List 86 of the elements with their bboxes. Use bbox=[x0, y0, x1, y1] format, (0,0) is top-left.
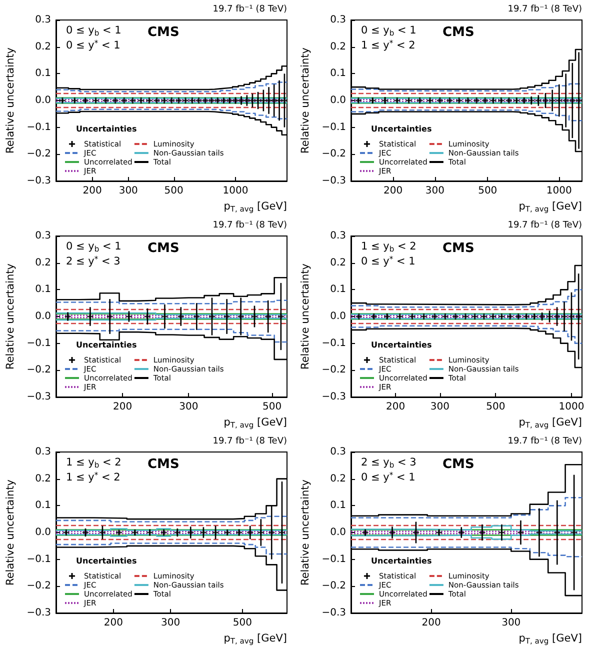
y-tick-label: 0.0 bbox=[35, 311, 51, 322]
chart-title: CMS bbox=[148, 241, 180, 256]
x-tick-label: 1000 bbox=[222, 186, 248, 196]
y-tick-label: 0.2 bbox=[35, 257, 51, 268]
legend-title: Uncertainties bbox=[371, 556, 432, 566]
chart-title: CMS bbox=[442, 457, 474, 472]
y-axis-title: Relative uncertainty bbox=[299, 480, 312, 586]
y-tick-label: −0.2 bbox=[322, 364, 346, 376]
y-tick-label: 0.1 bbox=[35, 68, 51, 80]
x-tick-label: 500 bbox=[262, 402, 282, 412]
y-tick-label: 0.0 bbox=[330, 95, 346, 106]
x-tick-label: 300 bbox=[118, 186, 138, 196]
legend-title: Uncertainties bbox=[371, 124, 432, 134]
legend-title: Uncertainties bbox=[76, 340, 137, 350]
x-tick-label: 1000 bbox=[546, 186, 572, 196]
x-tick-label: 300 bbox=[430, 402, 450, 412]
x-tick-label: 500 bbox=[486, 402, 506, 412]
y-tick-label: 0.3 bbox=[330, 230, 346, 242]
chart-subtitle: 19.7 fb⁻¹ (8 TeV) bbox=[508, 4, 582, 14]
x-tick-label: 300 bbox=[425, 186, 444, 196]
y-tick-label: 0.2 bbox=[330, 41, 346, 52]
chart-title: CMS bbox=[442, 241, 474, 256]
chart-subtitle: 19.7 fb⁻¹ (8 TeV) bbox=[212, 436, 288, 446]
chart-subtitle: 19.7 fb⁻¹ (8 TeV) bbox=[508, 436, 582, 446]
y-axis-title: Relative uncertainty bbox=[4, 264, 16, 370]
y-tick-label: −0.3 bbox=[26, 392, 51, 402]
y-tick-label: −0.1 bbox=[322, 554, 346, 565]
y-axis-title: Relative uncertainty bbox=[299, 48, 312, 154]
y-tick-label: −0.2 bbox=[322, 580, 346, 592]
y-tick-label: −0.1 bbox=[26, 338, 51, 349]
y-tick-label: 0.2 bbox=[330, 257, 346, 268]
x-tick-label: 500 bbox=[478, 186, 498, 196]
y-tick-label: 0.2 bbox=[35, 473, 51, 484]
y-tick-label: −0.2 bbox=[26, 364, 51, 376]
y-tick-label: −0.1 bbox=[26, 554, 51, 565]
y-axis-title: Relative uncertainty bbox=[4, 48, 16, 154]
y-tick-label: 0.2 bbox=[330, 473, 346, 484]
y-axis-title: Relative uncertainty bbox=[4, 480, 16, 586]
x-tick-label: 1000 bbox=[558, 402, 584, 412]
y-tick-label: 0.3 bbox=[35, 14, 51, 26]
y-tick-label: 0.0 bbox=[330, 527, 346, 538]
chart-subtitle: 19.7 fb⁻¹ (8 TeV) bbox=[508, 220, 582, 230]
y-tick-label: −0.3 bbox=[322, 176, 346, 186]
x-tick-label: 200 bbox=[82, 186, 102, 196]
y-tick-label: 0.1 bbox=[330, 284, 346, 296]
y-tick-label: 0.1 bbox=[330, 68, 346, 80]
y-tick-label: 0.3 bbox=[330, 14, 346, 26]
x-tick-label: 500 bbox=[164, 186, 184, 196]
x-tick-label: 200 bbox=[384, 186, 403, 196]
y-tick-label: −0.1 bbox=[26, 122, 51, 133]
chart-subtitle: 19.7 fb⁻¹ (8 TeV) bbox=[212, 4, 288, 14]
chart-subtitle: 19.7 fb⁻¹ (8 TeV) bbox=[212, 220, 288, 230]
y-tick-label: −0.2 bbox=[322, 148, 346, 160]
y-tick-label: 0.0 bbox=[35, 95, 51, 106]
y-tick-label: −0.3 bbox=[26, 608, 51, 618]
y-tick-label: −0.3 bbox=[322, 608, 346, 618]
y-tick-label: 0.0 bbox=[35, 527, 51, 538]
x-tick-label: 200 bbox=[422, 618, 441, 628]
chart-title: CMS bbox=[148, 25, 180, 40]
y-tick-label: 0.1 bbox=[35, 500, 51, 512]
x-tick-label: 200 bbox=[386, 402, 406, 412]
legend-title: Uncertainties bbox=[76, 124, 137, 134]
x-tick-label: 300 bbox=[179, 402, 198, 412]
x-tick-label: 300 bbox=[502, 618, 521, 628]
x-tick-label: 300 bbox=[160, 618, 180, 628]
legend-title: Uncertainties bbox=[371, 340, 432, 350]
chart-title: CMS bbox=[148, 457, 180, 472]
y-tick-label: −0.3 bbox=[26, 176, 51, 186]
x-tick-label: 500 bbox=[232, 618, 252, 628]
legend-title: Uncertainties bbox=[76, 556, 137, 566]
y-tick-label: 0.1 bbox=[35, 284, 51, 296]
y-tick-label: −0.3 bbox=[322, 392, 346, 402]
y-axis-title: Relative uncertainty bbox=[299, 264, 312, 370]
y-tick-label: 0.3 bbox=[330, 446, 346, 458]
y-tick-label: 0.2 bbox=[35, 41, 51, 52]
y-tick-label: 0.3 bbox=[35, 230, 51, 242]
y-tick-label: −0.1 bbox=[322, 338, 346, 349]
chart-title: CMS bbox=[442, 25, 474, 40]
y-tick-label: 0.0 bbox=[330, 311, 346, 322]
x-tick-label: 200 bbox=[113, 402, 132, 412]
y-tick-label: 0.1 bbox=[330, 500, 346, 512]
y-tick-label: −0.2 bbox=[26, 148, 51, 160]
y-tick-label: 0.3 bbox=[35, 446, 51, 458]
y-tick-label: −0.2 bbox=[26, 580, 51, 592]
x-tick-label: 200 bbox=[104, 618, 123, 628]
y-tick-label: −0.1 bbox=[322, 122, 346, 133]
